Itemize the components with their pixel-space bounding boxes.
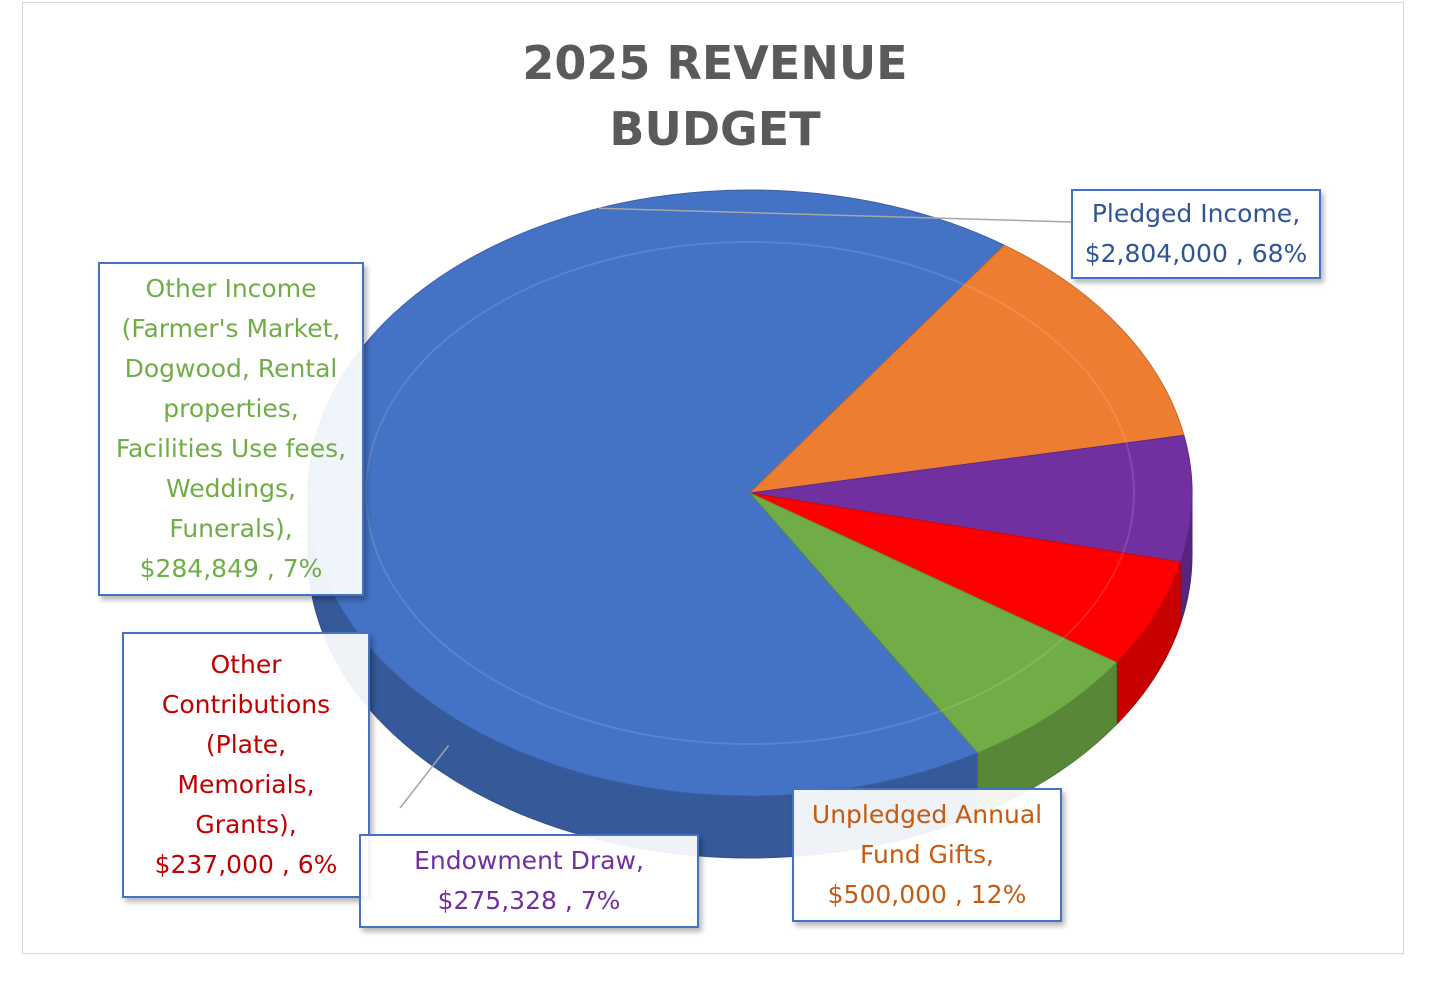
data-label-line: $2,804,000 , 68% [1084, 239, 1308, 268]
leader-line-contributions [399, 745, 450, 809]
data-label-contributions: Other Contributions (Plate, Memorials, Grant… [122, 632, 370, 898]
data-label-pledged: Pledged Income, $2,804,000 , 68% [1071, 189, 1321, 279]
leader-lines [399, 207, 1072, 809]
data-label-line: Memorials, [177, 770, 315, 799]
data-label-line: (Farmer's Market, [121, 314, 341, 343]
chart-title-line: BUDGET [609, 102, 821, 156]
data-label-line: (Plate, [205, 730, 287, 759]
data-label-line: Contributions [161, 690, 331, 719]
pie-bevel [365, 241, 1135, 745]
data-label-line: properties, [163, 394, 299, 423]
data-label-line: $237,000 , 6% [154, 850, 338, 879]
data-label-line: Grants), [195, 810, 297, 839]
data-label-line: $275,328 , 7% [437, 886, 621, 915]
pie-tops [307, 189, 1193, 797]
data-label-line: Endowment Draw, [414, 846, 644, 875]
data-label-other-income: Other Income (Farmer's Market, Dogwood, Re… [98, 262, 364, 596]
pie-slice-contributions [749, 492, 1182, 664]
data-label-line: Facilities Use fees, [115, 434, 347, 463]
data-label-line: Pledged Income, [1091, 199, 1301, 228]
data-label-line: Funerals), [169, 514, 293, 543]
chart-title: 2025 REVENUE BUDGET [420, 30, 1010, 162]
data-label-line: Dogwood, Rental [124, 354, 338, 383]
data-label-line: Unpledged Annual [811, 800, 1043, 829]
data-label-line: Other Income [145, 274, 317, 303]
chart-title-line: 2025 REVENUE [522, 36, 908, 90]
leader-line-pledged [598, 207, 1072, 223]
pie-slice-unpledged [748, 244, 1185, 494]
data-label-endowment: Endowment Draw, $275,328 , 7% [359, 834, 699, 928]
data-label-line: $500,000 , 12% [827, 880, 1027, 909]
data-label-unpledged: Unpledged Annual Fund Gifts, $500,000 , 12… [792, 788, 1062, 922]
data-label-line: Weddings, [165, 474, 296, 503]
pie-slice-endowment [749, 434, 1193, 563]
data-label-line: Other [210, 650, 282, 679]
data-label-line: $284,849 , 7% [139, 554, 323, 583]
data-label-line: Fund Gifts, [860, 840, 994, 869]
pie-slice-other-income [749, 492, 1118, 754]
